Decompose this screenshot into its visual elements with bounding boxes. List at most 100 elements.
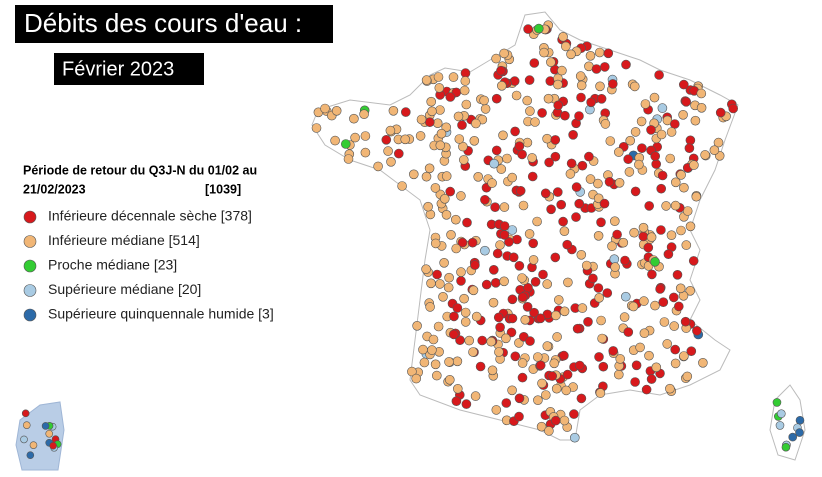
station-dot xyxy=(490,202,500,212)
station-dot xyxy=(576,92,586,103)
station-dot xyxy=(675,283,686,294)
station-dot xyxy=(397,181,407,191)
station-dot xyxy=(446,230,456,240)
station-dot xyxy=(591,64,602,74)
station-dot xyxy=(604,177,615,187)
station-dot xyxy=(547,371,558,381)
station-dot xyxy=(574,198,585,209)
station-dot xyxy=(479,95,489,106)
station-dot xyxy=(549,358,560,369)
station-dot xyxy=(525,336,535,346)
station-dot xyxy=(650,300,660,311)
station-dot xyxy=(563,277,573,288)
legend-label: Inférieure décennale sèche [378] xyxy=(48,208,252,224)
station-dot xyxy=(45,429,54,438)
station-dot xyxy=(373,161,383,172)
station-dot xyxy=(522,301,533,312)
station-dot xyxy=(517,149,527,160)
station-dot xyxy=(517,292,528,303)
station-dot xyxy=(470,391,481,401)
station-dot xyxy=(562,369,573,380)
station-dot xyxy=(445,186,456,197)
station-dot xyxy=(456,191,466,201)
station-dot xyxy=(629,227,639,238)
station-dot xyxy=(690,115,701,126)
station-dot xyxy=(644,350,654,361)
legend-swatch xyxy=(23,235,37,248)
legend-heading: Période de retour du Q3J-N du 01/02 au xyxy=(23,163,257,177)
station-dot xyxy=(385,125,396,136)
station-dot xyxy=(628,301,639,312)
station-dot xyxy=(468,285,479,296)
station-dot xyxy=(542,133,552,144)
station-dot xyxy=(542,279,553,289)
station-dot xyxy=(460,317,471,327)
station-dot xyxy=(676,170,686,180)
station-dot xyxy=(594,292,605,303)
station-dot xyxy=(480,245,490,256)
station-dot xyxy=(532,352,543,362)
station-dot xyxy=(512,234,522,245)
station-dot xyxy=(469,136,480,146)
station-dot xyxy=(646,232,657,242)
station-dot xyxy=(670,344,681,355)
station-dot xyxy=(525,106,535,116)
station-dot xyxy=(636,116,647,127)
station-dot xyxy=(594,47,605,58)
station-dot xyxy=(625,135,636,146)
station-dot xyxy=(569,409,579,419)
station-dot xyxy=(663,249,674,259)
station-dot xyxy=(575,71,586,81)
station-dot xyxy=(492,248,503,259)
station-dot xyxy=(496,81,507,91)
legend-label: Inférieure médiane [514] xyxy=(48,232,200,248)
station-dot xyxy=(624,167,635,177)
station-dot xyxy=(692,325,702,336)
station-dot xyxy=(498,130,508,141)
station-dot xyxy=(550,415,561,426)
station-dot xyxy=(558,216,568,227)
station-dot xyxy=(451,243,462,254)
station-dot xyxy=(542,341,553,351)
station-dot xyxy=(682,206,693,216)
station-dot xyxy=(49,441,57,450)
station-dot xyxy=(426,96,437,107)
station-dot xyxy=(571,212,581,222)
station-dot xyxy=(441,171,452,181)
station-dot xyxy=(424,117,435,127)
station-dot xyxy=(491,405,502,415)
station-dot xyxy=(435,140,446,151)
station-dot xyxy=(560,110,570,121)
station-dot xyxy=(430,359,441,370)
station-dot xyxy=(550,135,561,145)
legend-label: Supérieure quinquennale humide [3] xyxy=(48,306,274,322)
station-dot xyxy=(535,360,546,371)
station-dot xyxy=(593,231,604,241)
station-dot xyxy=(400,107,411,117)
station-dot xyxy=(527,153,537,163)
station-dot xyxy=(510,126,520,137)
station-dot xyxy=(679,182,689,193)
station-dot xyxy=(349,113,359,124)
station-dot xyxy=(665,383,675,394)
station-dot xyxy=(684,143,695,153)
station-dot xyxy=(340,139,351,149)
station-dot xyxy=(621,59,631,70)
station-dot xyxy=(488,297,499,308)
station-dot xyxy=(467,237,478,248)
station-dot xyxy=(532,216,542,227)
station-dot xyxy=(596,315,606,326)
station-dot xyxy=(775,421,785,430)
station-dot xyxy=(603,48,614,59)
station-dot xyxy=(460,76,471,86)
station-dot xyxy=(462,217,472,228)
station-dot xyxy=(656,183,667,194)
station-dot xyxy=(559,415,570,426)
station-dot xyxy=(672,269,683,280)
station-dot xyxy=(393,148,404,159)
station-dot xyxy=(559,226,570,236)
station-dot xyxy=(650,256,660,267)
station-dot xyxy=(596,94,607,104)
station-dot xyxy=(530,276,541,287)
station-dot xyxy=(688,256,699,266)
